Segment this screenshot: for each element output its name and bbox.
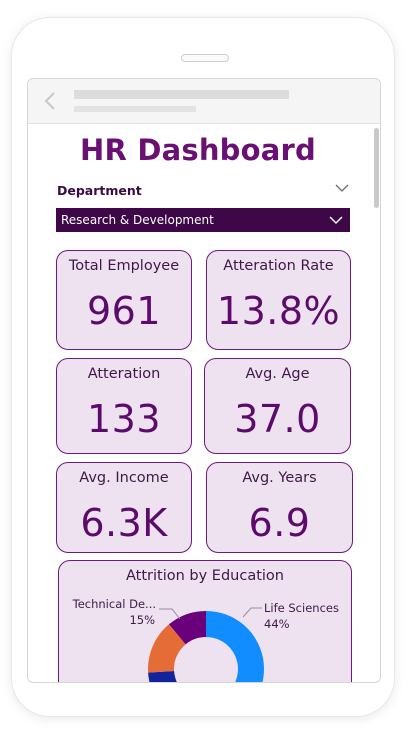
kpi-label: Total Employee xyxy=(68,258,180,274)
kpi-value: 133 xyxy=(86,397,162,441)
leader-line-technical xyxy=(159,608,181,620)
leader-line-life-sciences xyxy=(242,607,262,618)
kpi-value: 6.3K xyxy=(80,501,168,545)
kpi-card-avg-age: Avg. Age 37.0 xyxy=(204,358,351,454)
top-bar xyxy=(28,79,380,124)
kpi-card-atteration: Atteration 133 xyxy=(56,358,192,454)
scrollbar-thumb[interactable] xyxy=(374,128,379,208)
kpi-label: Avg. Years xyxy=(242,470,317,486)
app-screen: HR Dashboard Department Research & Devel… xyxy=(27,78,381,683)
kpi-value: 961 xyxy=(86,289,162,333)
data-label-technical-percent: 15% xyxy=(129,613,155,627)
title-placeholder-bar xyxy=(74,90,289,99)
donut-slice-technical-degree[interactable] xyxy=(148,624,186,673)
chevron-down-icon[interactable] xyxy=(329,215,343,225)
phone-speaker xyxy=(181,54,229,62)
data-label-life-sciences-category: Life Sciences xyxy=(264,601,339,615)
donut-slice-medical[interactable] xyxy=(148,671,227,683)
chart-title: Attrition by Education xyxy=(126,568,284,584)
attrition-by-education-chart[interactable]: Attrition by Education Technical De... 1… xyxy=(58,560,352,683)
kpi-value: 6.9 xyxy=(248,501,311,545)
kpi-label: Atteration Rate xyxy=(223,258,334,274)
back-arrow-icon[interactable] xyxy=(42,91,60,111)
department-dropdown[interactable]: Research & Development xyxy=(56,208,350,232)
donut-chart[interactable]: Technical De... 15% Life Sciences 44% xyxy=(59,561,352,683)
kpi-card-avg-years: Avg. Years 6.9 xyxy=(206,462,353,553)
data-label-life-sciences-percent: 44% xyxy=(264,617,290,631)
kpi-value: 13.8% xyxy=(216,289,341,333)
subtitle-placeholder-bar xyxy=(74,106,196,112)
kpi-label: Avg. Income xyxy=(79,470,169,486)
kpi-card-total-employee: Total Employee 961 xyxy=(56,250,192,350)
kpi-value: 37.0 xyxy=(234,397,321,441)
department-dropdown-value: Research & Development xyxy=(61,213,214,227)
kpi-label: Atteration xyxy=(87,366,161,382)
data-label-technical-category: Technical De... xyxy=(72,597,156,611)
department-slicer-label: Department xyxy=(57,183,142,198)
vertical-scrollbar[interactable] xyxy=(370,124,380,682)
kpi-card-atteration-rate: Atteration Rate 13.8% xyxy=(206,250,351,350)
donut-slice-life-sciences[interactable] xyxy=(206,611,264,683)
kpi-card-avg-income: Avg. Income 6.3K xyxy=(56,462,192,553)
donut-slice-other[interactable] xyxy=(169,611,206,645)
kpi-label: Avg. Age xyxy=(245,366,310,382)
chevron-down-icon[interactable] xyxy=(335,183,349,193)
page-title: HR Dashboard xyxy=(80,133,316,167)
